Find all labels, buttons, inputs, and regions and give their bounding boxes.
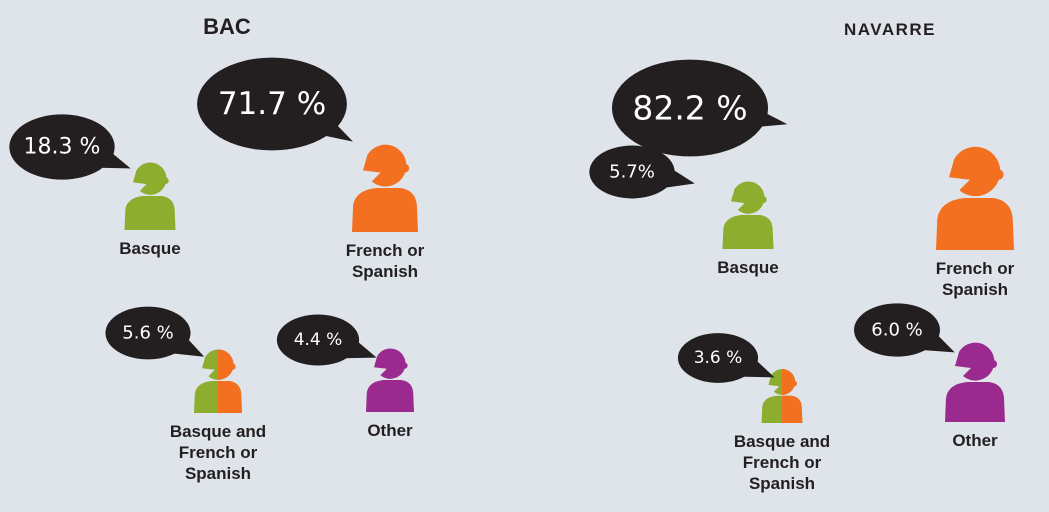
person-part	[782, 369, 803, 423]
speech-bubble	[197, 57, 353, 151]
person-part	[945, 342, 1005, 422]
person-head	[949, 146, 1001, 197]
person-ear	[989, 360, 997, 368]
person-head	[374, 348, 406, 379]
person-ear	[759, 196, 767, 204]
person-icon	[945, 342, 1005, 422]
category-label: French or Spanish	[935, 259, 1015, 299]
person-part	[722, 181, 774, 249]
speech-bubble	[589, 145, 695, 199]
category-label: Basque and French or Spanish	[169, 422, 267, 483]
person-part	[366, 348, 414, 412]
value-label: 4.4 %	[294, 330, 343, 350]
value-label: 71.7 %	[218, 86, 326, 122]
person-body	[124, 196, 176, 230]
person-head	[782, 369, 796, 395]
person-icon	[352, 144, 418, 232]
person-ear	[791, 380, 797, 387]
person-ear	[229, 363, 236, 370]
person-body	[366, 380, 414, 412]
value-label: 18.3 %	[24, 135, 101, 160]
bubble	[589, 145, 675, 199]
person-icon	[194, 349, 243, 413]
person-body	[782, 395, 803, 423]
speech-bubble	[854, 303, 955, 357]
person-ear	[401, 362, 408, 369]
value-label: 6.0 %	[871, 320, 922, 341]
person-body	[722, 215, 774, 249]
value-label: 3.6 %	[694, 348, 743, 368]
value-label: 5.7%	[609, 162, 655, 183]
category-label: Basque	[119, 239, 181, 258]
person-head	[955, 342, 995, 381]
category-label: French or Spanish	[345, 241, 425, 281]
value-label: 82.2 %	[632, 89, 747, 128]
bubble	[854, 303, 940, 357]
person-part	[352, 144, 418, 232]
person-icon	[936, 146, 1014, 250]
speech-bubble	[276, 314, 377, 366]
person-ear	[993, 169, 1004, 180]
speech-bubble	[9, 114, 131, 180]
speech-bubble	[677, 333, 775, 383]
category-label: Other	[952, 431, 998, 450]
person-body	[218, 380, 243, 413]
bubble	[677, 333, 759, 383]
category-label: Other	[367, 421, 413, 440]
person-body	[936, 198, 1014, 250]
chart-title: BAC	[203, 14, 251, 39]
person-body	[945, 382, 1005, 422]
bubble	[105, 306, 191, 360]
person-head	[218, 349, 234, 380]
bubble	[197, 57, 347, 151]
bubble	[611, 59, 769, 157]
person-part	[124, 162, 176, 230]
person-body	[352, 188, 418, 232]
chart-title: NAVARRE	[843, 20, 937, 39]
person-icon	[124, 162, 176, 230]
value-label: 5.6 %	[122, 323, 173, 344]
person-ear	[161, 177, 169, 185]
person-part	[936, 146, 1014, 250]
bubble	[276, 314, 360, 366]
person-icon	[366, 348, 414, 412]
speech-bubble	[611, 59, 788, 157]
person-icon	[761, 369, 803, 423]
person-icon	[722, 181, 774, 249]
speech-bubble	[105, 306, 205, 360]
category-label: Basque	[717, 258, 779, 277]
person-ear	[400, 163, 410, 173]
bubble	[9, 114, 115, 180]
person-head	[363, 144, 407, 187]
person-part	[218, 349, 243, 413]
person-head	[133, 162, 167, 195]
person-head	[731, 181, 765, 214]
category-label: Basque and French or Spanish	[733, 432, 831, 493]
